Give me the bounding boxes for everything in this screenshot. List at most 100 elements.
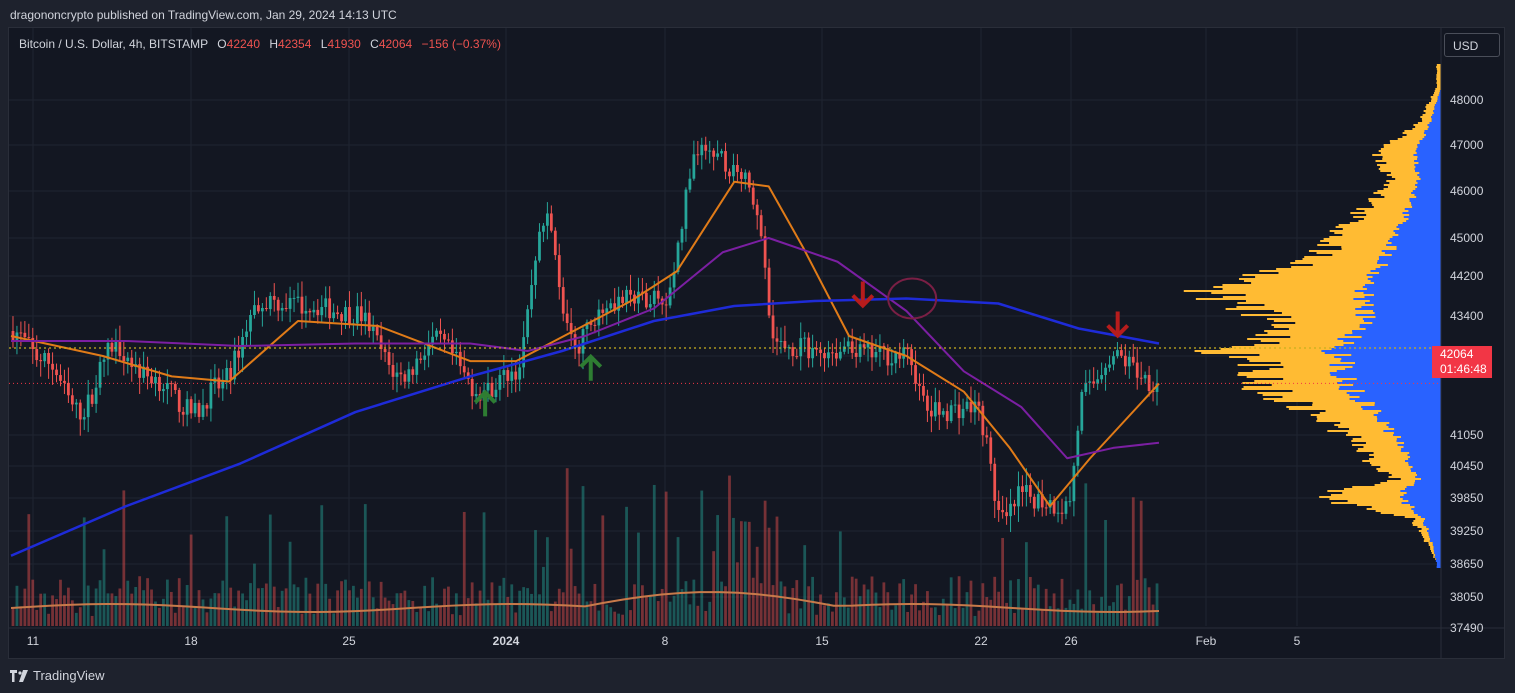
- vp-up-segment: [1403, 494, 1441, 496]
- volume-bar: [561, 592, 565, 626]
- candle-body: [684, 189, 688, 229]
- candle-body: [1009, 503, 1012, 517]
- down-arrow-icon: [1106, 311, 1130, 339]
- vp-down-segment: [1391, 474, 1418, 476]
- candle-body: [1084, 382, 1088, 392]
- currency-button[interactable]: USD: [1444, 33, 1500, 57]
- candle-body: [676, 242, 680, 272]
- volume-bar: [799, 608, 803, 626]
- vp-up-segment: [1374, 402, 1441, 404]
- volume-bar: [154, 601, 157, 626]
- volume-bar: [74, 612, 78, 626]
- candle-body: [130, 357, 134, 368]
- candle-body: [142, 366, 145, 378]
- candle-body: [486, 382, 490, 391]
- vp-down-segment: [1263, 398, 1350, 400]
- volume-bar: [945, 603, 949, 626]
- candle-body: [751, 187, 755, 205]
- ma-mid-line: [11, 237, 1160, 460]
- volume-bar: [918, 610, 921, 626]
- vp-down-segment: [1260, 340, 1344, 342]
- vp-down-segment: [1391, 176, 1420, 178]
- volume-bar: [534, 530, 537, 626]
- vp-up-segment: [1402, 498, 1441, 500]
- volume-bar: [1123, 609, 1127, 626]
- candle-body: [451, 340, 454, 354]
- vp-up-segment: [1331, 348, 1441, 350]
- candle-body: [1001, 509, 1005, 513]
- vp-down-segment: [1387, 186, 1418, 188]
- vp-down-segment: [1435, 558, 1437, 560]
- volume-bar: [1088, 590, 1092, 626]
- vp-down-segment: [1400, 478, 1422, 480]
- vp-up-segment: [1343, 344, 1441, 346]
- vp-up-segment: [1437, 98, 1441, 100]
- candle-body: [126, 357, 130, 362]
- vp-up-segment: [1408, 210, 1441, 212]
- candle-body: [1116, 350, 1119, 357]
- vp-down-segment: [1245, 300, 1370, 302]
- candle-body: [443, 333, 446, 340]
- volume-bar: [526, 588, 529, 626]
- vp-up-segment: [1418, 162, 1441, 164]
- vp-up-segment: [1373, 310, 1441, 312]
- candle-body: [154, 376, 157, 384]
- vp-up-segment: [1436, 102, 1441, 104]
- volume-bar: [941, 598, 945, 626]
- candle-body: [898, 352, 902, 359]
- vp-down-segment: [1246, 376, 1337, 378]
- vp-up-segment: [1415, 476, 1441, 478]
- vp-up-segment: [1379, 272, 1441, 274]
- volume-bar: [435, 603, 438, 626]
- candle-body: [739, 171, 743, 179]
- vp-down-segment: [1431, 100, 1438, 102]
- candle-body: [522, 337, 526, 368]
- vp-up-segment: [1336, 376, 1441, 378]
- tradingview-logo-icon[interactable]: [10, 669, 28, 682]
- vp-down-segment: [1371, 506, 1415, 508]
- vp-down-segment: [1295, 322, 1373, 324]
- symbol-name[interactable]: Bitcoin / U.S. Dollar, 4h, BITSTAMP: [19, 37, 208, 51]
- volume-bar: [894, 605, 898, 626]
- candle-body: [811, 347, 815, 359]
- volume-bar: [439, 606, 442, 626]
- candle-body: [1048, 500, 1052, 508]
- volume-bar: [502, 577, 506, 626]
- vp-down-segment: [1431, 552, 1435, 554]
- candle-body: [858, 344, 862, 357]
- vp-down-segment: [1361, 436, 1402, 438]
- candle-body: [724, 151, 727, 172]
- vp-up-segment: [1433, 546, 1441, 548]
- candle-body: [98, 361, 102, 388]
- volume-bar: [1131, 497, 1135, 626]
- volume-bar: [866, 589, 870, 626]
- candle-body: [514, 371, 518, 380]
- vp-up-segment: [1387, 264, 1441, 266]
- volume-bar: [229, 587, 233, 626]
- candle-body: [454, 351, 458, 354]
- vp-up-segment: [1414, 168, 1441, 170]
- volume-bar: [644, 595, 648, 626]
- volume-bar: [747, 521, 751, 626]
- volume-bar: [795, 580, 799, 626]
- candle-body: [90, 394, 94, 404]
- vp-down-segment: [1363, 446, 1404, 448]
- price-chart[interactable]: 4800047000460004500044200434004260041050…: [9, 28, 1504, 658]
- vp-up-segment: [1378, 412, 1441, 414]
- candle-body: [736, 164, 739, 172]
- time-tick-label: 5: [1294, 634, 1301, 648]
- candle-body: [644, 292, 648, 308]
- candle-body: [165, 383, 169, 390]
- vp-up-segment: [1393, 434, 1441, 436]
- volume-bar: [1076, 589, 1080, 626]
- vp-up-segment: [1429, 122, 1441, 124]
- vp-up-segment: [1415, 480, 1441, 482]
- candle-body: [19, 332, 23, 334]
- footer-brand[interactable]: TradingView: [33, 668, 105, 683]
- volume-bar: [791, 588, 795, 626]
- vp-down-segment: [1434, 90, 1440, 92]
- candle-body: [423, 355, 427, 360]
- volume-bar: [926, 591, 929, 626]
- volume-bar: [344, 579, 347, 626]
- vp-up-segment: [1431, 120, 1441, 122]
